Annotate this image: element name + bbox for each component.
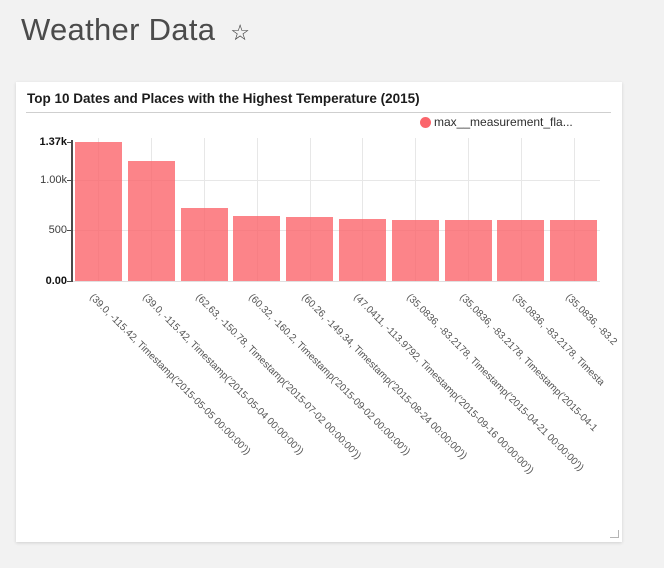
- v-gridline: [520, 138, 522, 281]
- x-axis-baseline: [72, 281, 600, 282]
- y-axis-line: [71, 140, 73, 282]
- legend-series-label: max__measurement_fla...: [434, 115, 573, 129]
- v-gridline: [468, 138, 469, 281]
- y-tick-label: 0.00: [45, 275, 67, 287]
- chart-title: Top 10 Dates and Places with the Highest…: [27, 91, 420, 106]
- page-title: Weather Data: [21, 12, 216, 47]
- x-tick-label: (35.0836, -83.2178, Timesta: [510, 292, 607, 389]
- legend-item[interactable]: max__measurement_fla...: [420, 115, 573, 129]
- bar[interactable]: [338, 219, 386, 281]
- y-axis-tick: [67, 281, 72, 282]
- bar[interactable]: [286, 216, 334, 281]
- x-tick-label: (35.0836, -83.2178, Timestamp('2015-04-2…: [404, 292, 586, 474]
- x-tick-label: (35.0836, -83.2: [562, 292, 619, 348]
- h-gridline: [72, 230, 600, 232]
- v-gridline: [573, 138, 575, 281]
- legend-series-dot-icon: [420, 116, 431, 128]
- bar[interactable]: [391, 219, 439, 281]
- bar[interactable]: [550, 219, 598, 281]
- bar-chart: 1.37k 1.00k 500 0.00 (39.0, -115.42, Timesta…: [16, 82, 622, 542]
- bar[interactable]: [74, 142, 122, 281]
- y-tick-label: 1.00k: [40, 173, 67, 186]
- bar[interactable]: [497, 219, 545, 281]
- x-tick-label: (47.0411, -113.9792, Timestamp('2015-09-…: [351, 292, 536, 477]
- v-gridline: [256, 138, 258, 281]
- bar[interactable]: [180, 207, 228, 281]
- resize-grip-icon[interactable]: [610, 530, 619, 538]
- bar[interactable]: [444, 219, 492, 281]
- page-header: Weather Data ☆: [21, 12, 250, 48]
- title-divider: [26, 112, 611, 113]
- v-gridline: [362, 138, 364, 281]
- bar[interactable]: [233, 216, 281, 281]
- bar[interactable]: [127, 161, 175, 281]
- v-gridline: [415, 138, 417, 281]
- v-gridline: [309, 138, 311, 281]
- y-axis-tick: [67, 230, 72, 232]
- h-gridline: [72, 179, 600, 181]
- y-axis-tick: [67, 179, 72, 181]
- y-tick-label: 1.37k: [39, 136, 67, 148]
- y-axis-tick: [67, 142, 72, 143]
- chart-card: Top 10 Dates and Places with the Highest…: [16, 82, 622, 542]
- favorite-star-icon[interactable]: ☆: [230, 20, 251, 45]
- y-tick-label: 500: [48, 224, 67, 237]
